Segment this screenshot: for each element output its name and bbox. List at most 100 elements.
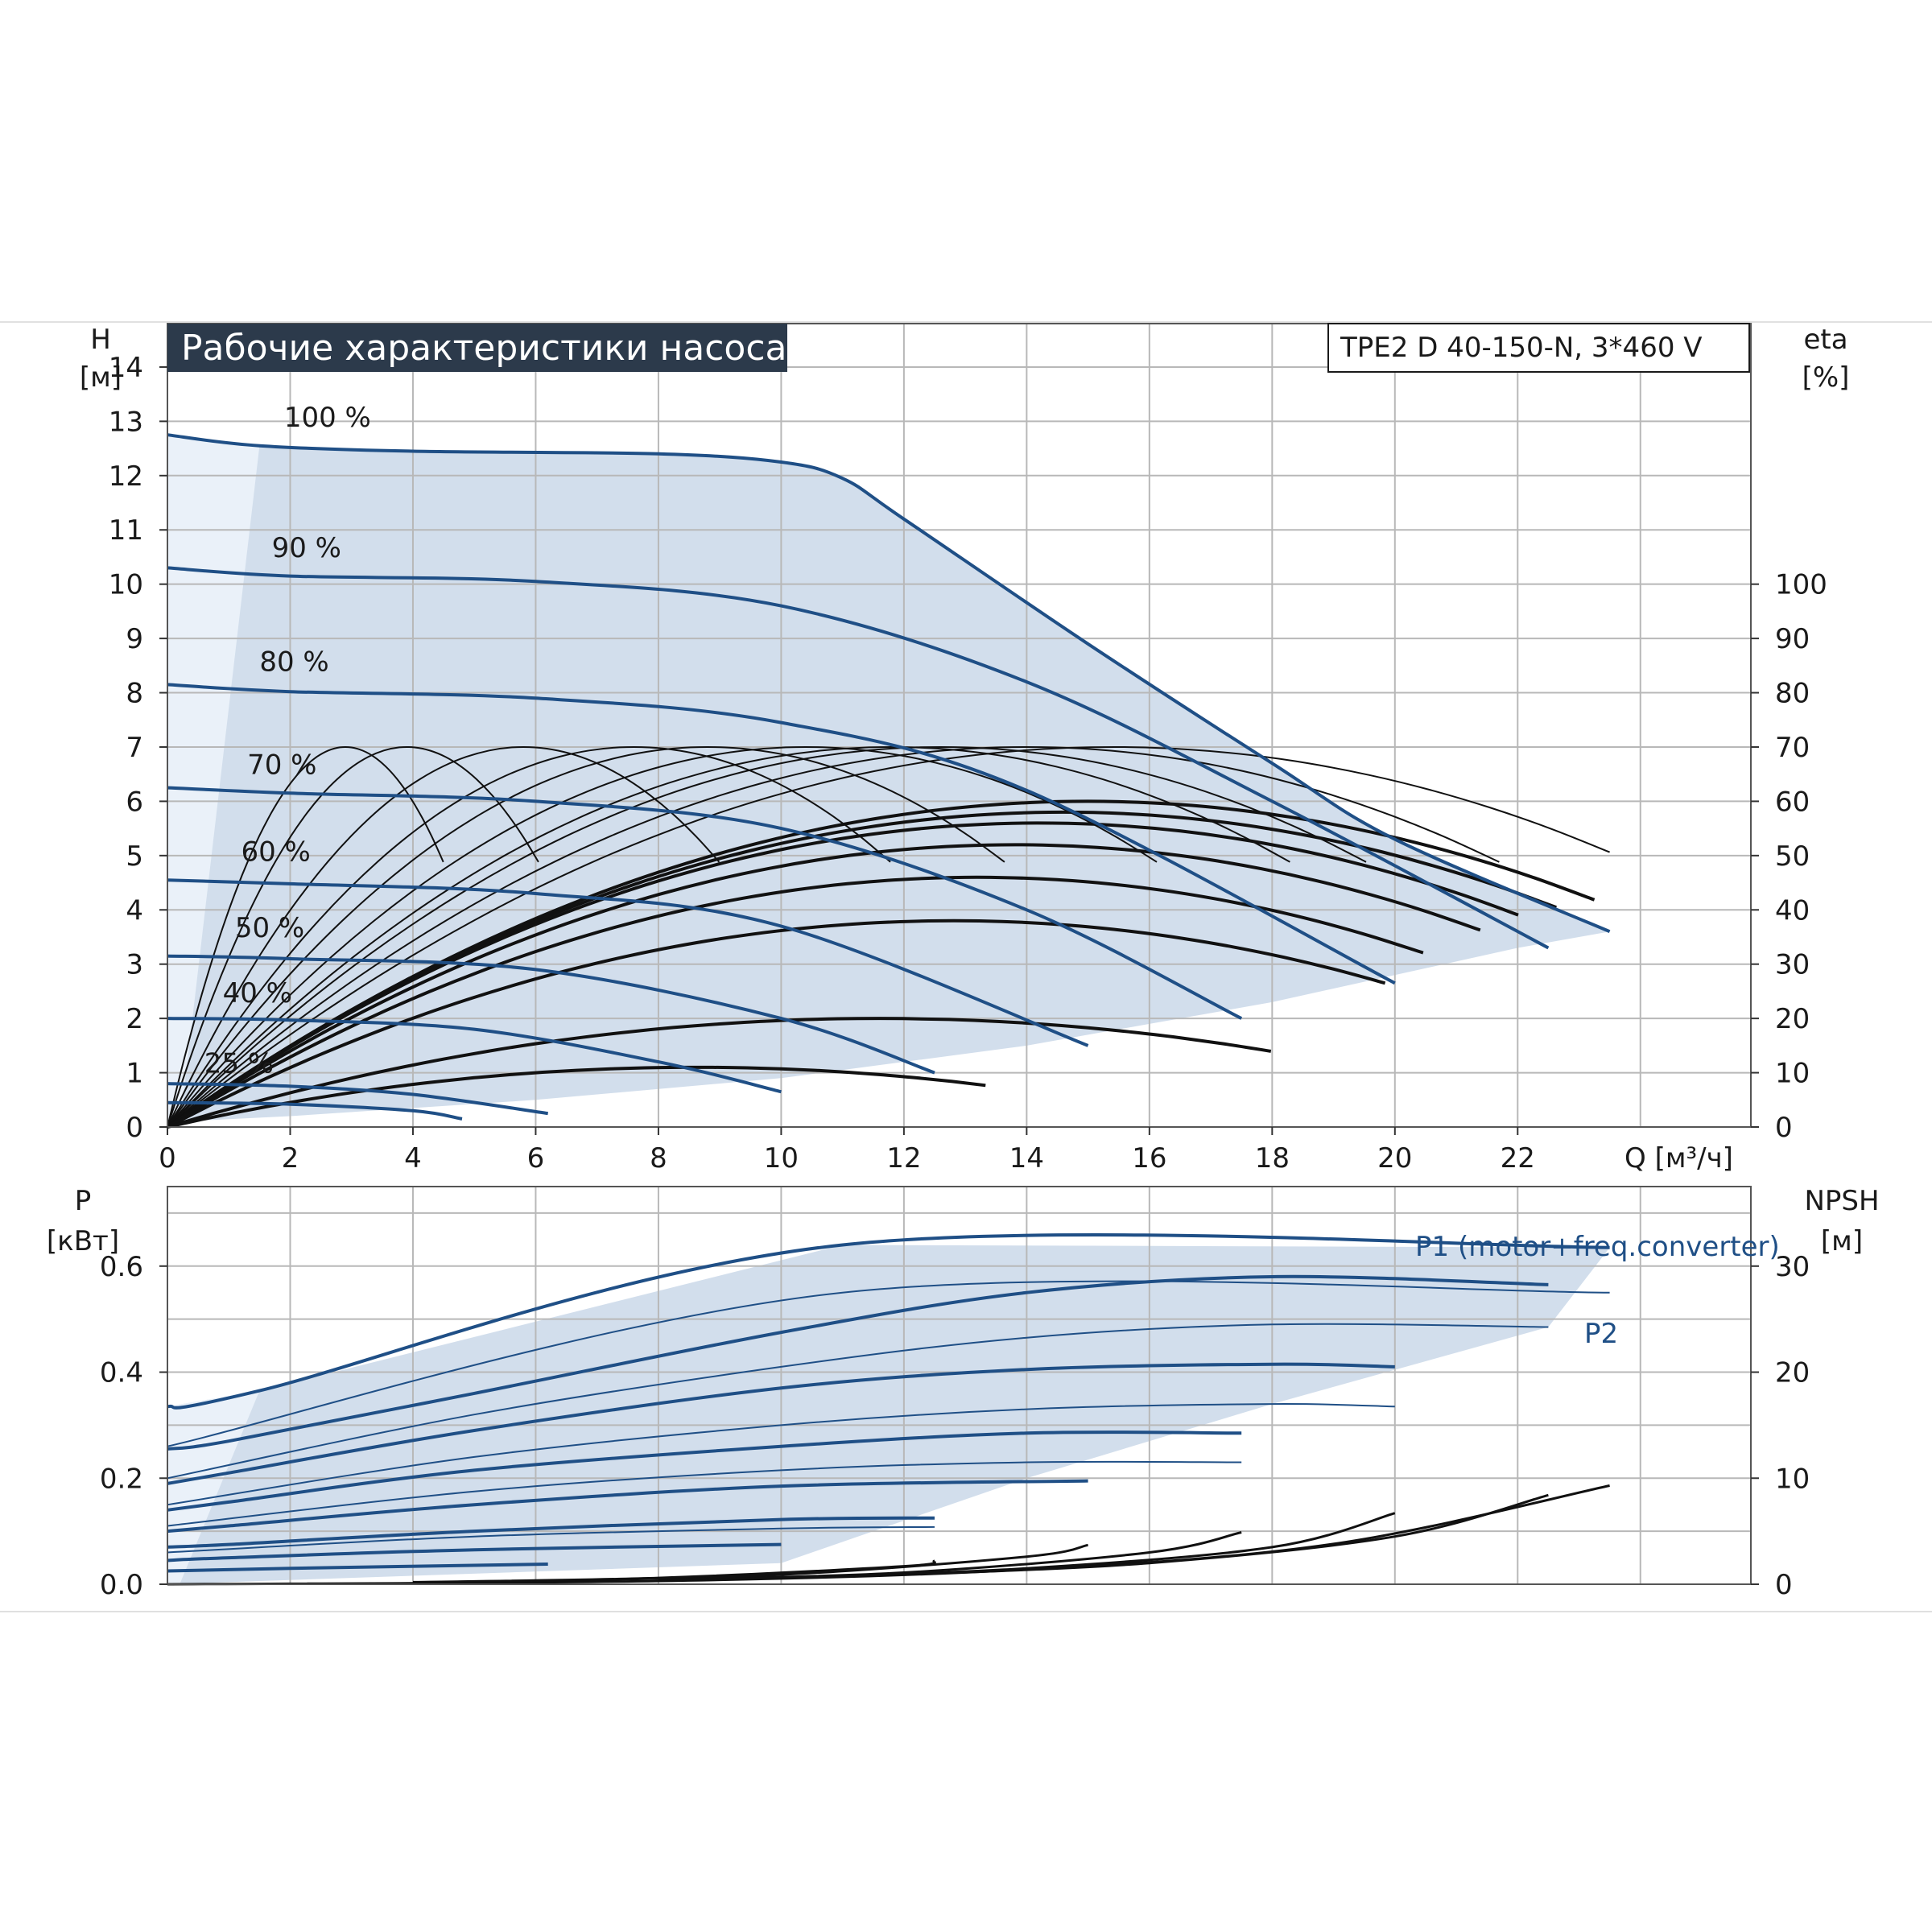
speed-label: 100 % (284, 402, 371, 434)
efficiency-curve (166, 875, 1424, 1129)
p2-curve (167, 1403, 1395, 1506)
npsh-axis-unit: [м] (1821, 1225, 1863, 1257)
y2-axis-name: eta (1803, 324, 1847, 356)
x-tick-label: 14 (1009, 1142, 1044, 1174)
p1-max-curve (167, 1232, 1610, 1410)
p2-curve (167, 1525, 935, 1554)
efficiency-curve (167, 745, 1158, 1128)
p2-curve (167, 1460, 1242, 1527)
p1-curve (167, 1430, 1242, 1512)
y2-tick-label: 20 (1775, 1003, 1810, 1035)
x-tick-label: 8 (650, 1142, 667, 1174)
head-curve (167, 1100, 463, 1121)
y-tick-label: 9 (126, 623, 143, 655)
p1-curve (167, 1516, 935, 1549)
y2-axis-unit: [%] (1802, 361, 1850, 394)
p-tick-label: 0.0 (100, 1569, 143, 1601)
npsh-tick-label: 0 (1775, 1569, 1793, 1601)
efficiency-curve (167, 745, 1005, 1128)
efficiency-curve (167, 745, 1500, 1128)
x-axis-label: Q [м³/ч] (1624, 1142, 1733, 1174)
y-tick-label: 14 (109, 352, 143, 384)
y2-tick-label: 40 (1775, 894, 1810, 927)
npsh-curve (412, 1559, 936, 1583)
speed-label: 50 % (235, 912, 304, 944)
y-tick-label: 3 (126, 949, 143, 981)
y2-tick-label: 0 (1775, 1112, 1793, 1144)
x-tick-label: 10 (764, 1142, 799, 1174)
head-curve (167, 566, 1550, 950)
p2-curve (167, 1323, 1549, 1480)
p1-curve (167, 1542, 782, 1563)
x-tick-label: 22 (1501, 1142, 1535, 1174)
npsh-curve (903, 1493, 1549, 1576)
y-tick-label: 10 (109, 569, 143, 601)
y-tick-label: 7 (126, 732, 143, 764)
y2-tick-label: 30 (1775, 949, 1810, 981)
head-curve (167, 954, 935, 1075)
p1-curve (167, 1274, 1549, 1451)
p-tick-label: 0.2 (100, 1463, 143, 1495)
y-tick-label: 6 (126, 786, 143, 818)
y-tick-label: 13 (109, 406, 143, 438)
head-curve (167, 433, 1611, 934)
efficiency-curve (166, 821, 1519, 1129)
head-curve (167, 1017, 782, 1094)
head-curve (167, 683, 1396, 985)
y-axis-unit: [м] (80, 361, 122, 394)
x-tick-label: 6 (527, 1142, 545, 1174)
p-tick-label: 0.4 (100, 1357, 143, 1389)
y-tick-label: 4 (126, 894, 143, 927)
y-tick-label: 5 (126, 840, 143, 873)
npsh-tick-label: 20 (1775, 1357, 1810, 1389)
head-curve (167, 1082, 548, 1116)
x-tick-label: 2 (282, 1142, 299, 1174)
efficiency-curve (167, 1017, 1272, 1129)
p-tick-label: 0.6 (100, 1251, 143, 1283)
p2-curve (167, 1280, 1610, 1447)
y2-tick-label: 50 (1775, 840, 1810, 873)
y-tick-label: 12 (109, 460, 143, 493)
y2-tick-label: 70 (1775, 732, 1810, 764)
p1-curve (167, 1479, 1088, 1534)
model-box (1327, 323, 1750, 373)
p1-curve (167, 1563, 548, 1573)
speed-label: 90 % (272, 532, 341, 564)
y2-tick-label: 10 (1775, 1058, 1810, 1090)
efficiency-curve (167, 745, 720, 1128)
title-box (167, 324, 787, 372)
y-tick-label: 0 (126, 1112, 143, 1144)
y-tick-label: 8 (126, 678, 143, 710)
efficiency-curve (167, 1065, 986, 1129)
speed-label: 40 % (223, 977, 292, 1009)
head-curve (167, 878, 1089, 1047)
x-tick-label: 12 (886, 1142, 921, 1174)
npsh-tick-label: 30 (1775, 1251, 1810, 1283)
efficiency-curve (167, 745, 1610, 1128)
speed-label: 60 % (241, 836, 310, 869)
y-tick-label: 2 (126, 1003, 143, 1035)
speed-label: 70 % (247, 749, 316, 782)
x-tick-label: 16 (1132, 1142, 1166, 1174)
efficiency-curve (167, 745, 1367, 1128)
y-axis-name: H (90, 324, 111, 356)
y-tick-label: 1 (126, 1058, 143, 1090)
power-plot-frame (167, 1186, 1752, 1585)
model-label: TPE2 D 40-150-N, 3*460 V (1340, 332, 1703, 364)
speed-label: 80 % (259, 646, 328, 679)
y-tick-label: 11 (109, 514, 143, 547)
x-tick-label: 0 (159, 1142, 176, 1174)
x-tick-label: 18 (1255, 1142, 1290, 1174)
x-tick-label: 20 (1377, 1142, 1412, 1174)
y2-tick-label: 60 (1775, 786, 1810, 818)
efficiency-curve (166, 843, 1481, 1129)
efficiency-curve (167, 919, 1386, 1129)
power-plot: 0.0 0.2 0.4 0.6 0 10 20 30 (100, 1186, 1810, 1601)
p-axis-name: P (75, 1185, 92, 1217)
chart-title: Рабочие характеристики насоса (181, 328, 786, 369)
p-axis-unit: [кВт] (47, 1225, 119, 1257)
p1-label: P1 (motor+freq.converter) (1415, 1231, 1780, 1263)
y2-tick-label: 90 (1775, 623, 1810, 655)
head-curve (167, 786, 1243, 1020)
